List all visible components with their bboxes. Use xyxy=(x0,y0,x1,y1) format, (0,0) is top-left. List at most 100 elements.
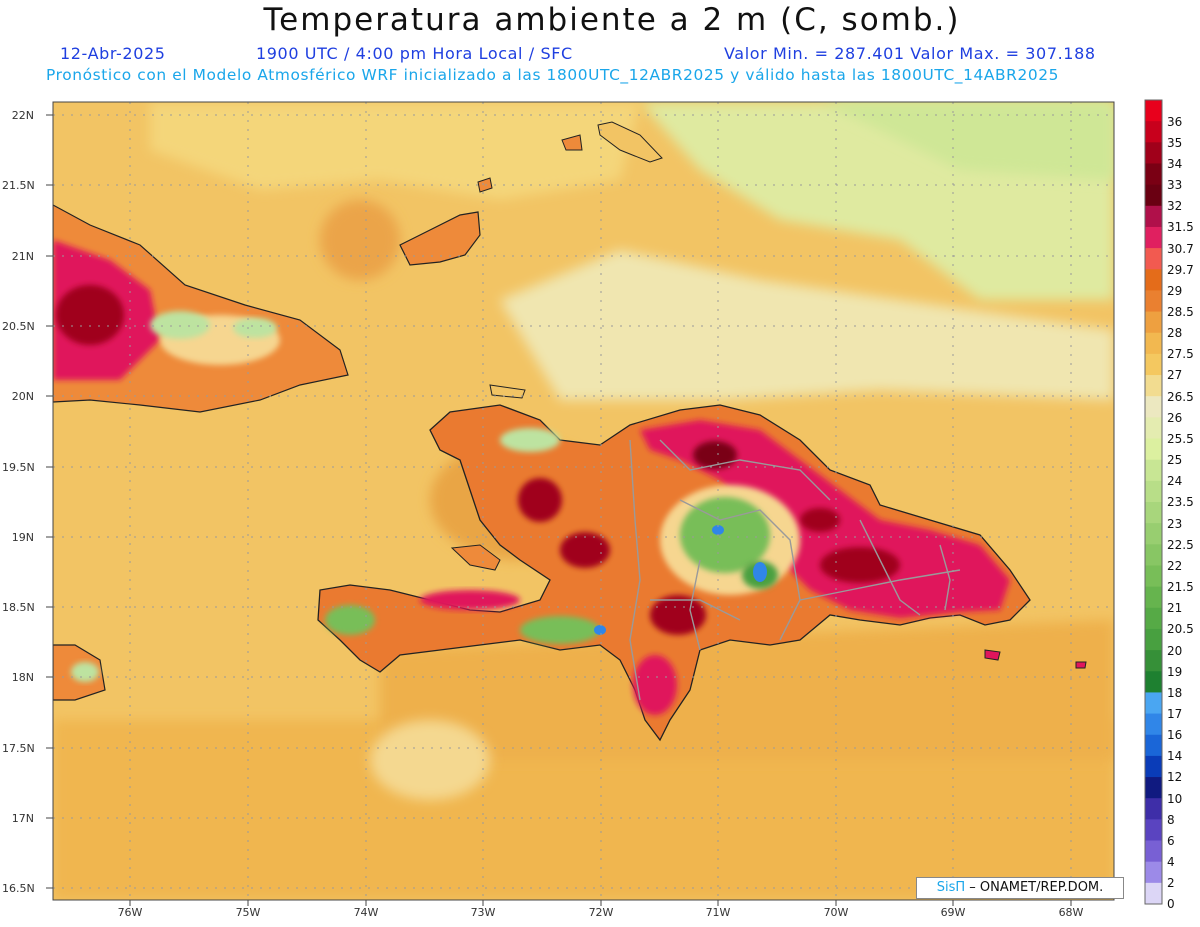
colorbar-label: 33 xyxy=(1167,178,1183,193)
colorbar-swatch xyxy=(1145,819,1162,842)
colorbar-label: 22.5 xyxy=(1167,537,1194,552)
colorbar-label: 25.5 xyxy=(1167,431,1194,446)
colorbar-label: 23.5 xyxy=(1167,495,1194,510)
colorbar-swatch xyxy=(1145,311,1162,334)
colorbar-label: 27.5 xyxy=(1167,347,1194,362)
colorbar-label: 31.5 xyxy=(1167,220,1194,235)
colorbar-label: 30.7 xyxy=(1167,241,1194,256)
colorbar-label: 21.5 xyxy=(1167,580,1194,595)
forecast-label: Pronóstico con el Modelo Atmosférico WRF… xyxy=(46,66,1060,84)
lat-label: 17N xyxy=(11,812,34,825)
colorbar-swatch xyxy=(1145,184,1162,207)
lat-label: 19.5N xyxy=(2,461,35,474)
credit-sis: SisΠ xyxy=(936,880,966,895)
colorbar-swatch xyxy=(1145,375,1162,397)
lon-label: 68W xyxy=(1058,906,1084,919)
colorbar-swatch xyxy=(1145,798,1162,820)
colorbar-swatch xyxy=(1145,121,1162,143)
colorbar-swatch xyxy=(1145,713,1162,736)
colorbar-label: 10 xyxy=(1167,791,1183,806)
colorbar-label: 20 xyxy=(1167,643,1183,658)
date-label: 12-Abr-2025 xyxy=(60,44,166,63)
colorbar-label: 29.7 xyxy=(1167,262,1194,277)
colorbar-label: 12 xyxy=(1167,770,1183,785)
lat-label: 16.5N xyxy=(2,882,35,895)
lat-label: 17.5N xyxy=(2,742,35,755)
colorbar-swatch xyxy=(1145,628,1162,651)
lat-label: 22N xyxy=(11,109,34,122)
colorbar-label: 4 xyxy=(1167,855,1175,870)
colorbar-label: 26 xyxy=(1167,410,1183,425)
colorbar-label: 20.5 xyxy=(1167,622,1194,637)
map-title: Temperatura ambiente a 2 m (C, somb.) xyxy=(263,2,961,38)
colorbar-label: 28.5 xyxy=(1167,305,1194,319)
colorbar-label: 36 xyxy=(1167,114,1183,129)
colorbar-label: 0 xyxy=(1167,897,1175,912)
colorbar-label: 28 xyxy=(1167,326,1183,341)
lon-label: 70W xyxy=(823,906,849,919)
colorbar-label: 22 xyxy=(1167,558,1183,573)
colorbar-swatch xyxy=(1145,755,1162,778)
lat-label: 21.5N xyxy=(2,179,35,192)
colorbar-swatch xyxy=(1145,248,1162,270)
time-label: 1900 UTC / 4:00 pm Hora Local / SFC xyxy=(256,44,573,63)
lat-label: 20N xyxy=(11,390,34,403)
colorbar-swatch xyxy=(1145,607,1162,630)
colorbar-label: 2 xyxy=(1167,876,1175,891)
colorbar-label: 35 xyxy=(1167,135,1183,150)
lon-label: 73W xyxy=(470,906,496,919)
colorbar-frame xyxy=(1144,99,1163,905)
lat-label: 18.5N xyxy=(2,601,35,614)
colorbar-swatch xyxy=(1145,734,1162,757)
map-plot-area xyxy=(53,102,1114,900)
colorbar-swatch xyxy=(1145,142,1162,164)
colorbar-label: 8 xyxy=(1167,812,1175,827)
colorbar-label: 27 xyxy=(1167,368,1183,383)
colorbar-swatch xyxy=(1145,290,1162,313)
colorbar-swatch xyxy=(1145,438,1162,461)
lon-label: 72W xyxy=(588,906,614,919)
lon-label: 75W xyxy=(235,906,261,919)
colorbar-label: 14 xyxy=(1167,749,1183,764)
colorbar-swatch xyxy=(1145,523,1162,545)
colorbar-swatch xyxy=(1145,777,1162,799)
colorbar-swatch xyxy=(1145,480,1162,503)
colorbar-swatch xyxy=(1145,396,1162,418)
colorbar-swatch xyxy=(1145,671,1162,693)
colorbar-label: 6 xyxy=(1167,833,1175,848)
colorbar-swatch xyxy=(1145,205,1162,228)
colorbar-swatch xyxy=(1145,417,1162,440)
colorbar-swatch xyxy=(1145,459,1162,482)
colorbar-swatch xyxy=(1145,502,1162,524)
colorbar-swatch xyxy=(1145,544,1162,566)
credit-box: SisΠ – ONAMET/REP.DOM. xyxy=(916,877,1124,899)
lon-label: 69W xyxy=(940,906,966,919)
colorbar-label: 24 xyxy=(1167,474,1183,489)
min-max-label: Valor Min. = 287.401 Valor Max. = 307.18… xyxy=(724,44,1096,63)
colorbar-label: 16 xyxy=(1167,728,1183,743)
colorbar-label: 23 xyxy=(1167,516,1183,531)
lon-label: 71W xyxy=(705,906,731,919)
colorbar-label: 25 xyxy=(1167,453,1183,468)
colorbar-label: 32 xyxy=(1167,199,1183,214)
lon-label: 74W xyxy=(353,906,379,919)
lat-label: 20.5N xyxy=(2,320,35,333)
colorbar-label: 18 xyxy=(1167,685,1183,700)
colorbar-swatch xyxy=(1145,840,1162,863)
colorbar-swatch xyxy=(1145,565,1162,588)
colorbar-swatch xyxy=(1145,269,1162,291)
credit-text: – ONAMET/REP.DOM. xyxy=(965,880,1104,895)
colorbar-label: 21 xyxy=(1167,601,1183,616)
colorbar-swatch xyxy=(1145,586,1162,609)
lat-label: 18N xyxy=(11,671,34,684)
colorbar-swatch xyxy=(1145,100,1162,122)
lat-label: 19N xyxy=(11,531,34,544)
colorbar xyxy=(1144,99,1163,905)
colorbar-swatch xyxy=(1145,226,1162,249)
lat-label: 21N xyxy=(11,250,34,263)
colorbar-label: 17 xyxy=(1167,707,1183,721)
colorbar-swatch xyxy=(1145,882,1162,905)
colorbar-label: 34 xyxy=(1167,156,1183,171)
colorbar-swatch xyxy=(1145,861,1162,884)
